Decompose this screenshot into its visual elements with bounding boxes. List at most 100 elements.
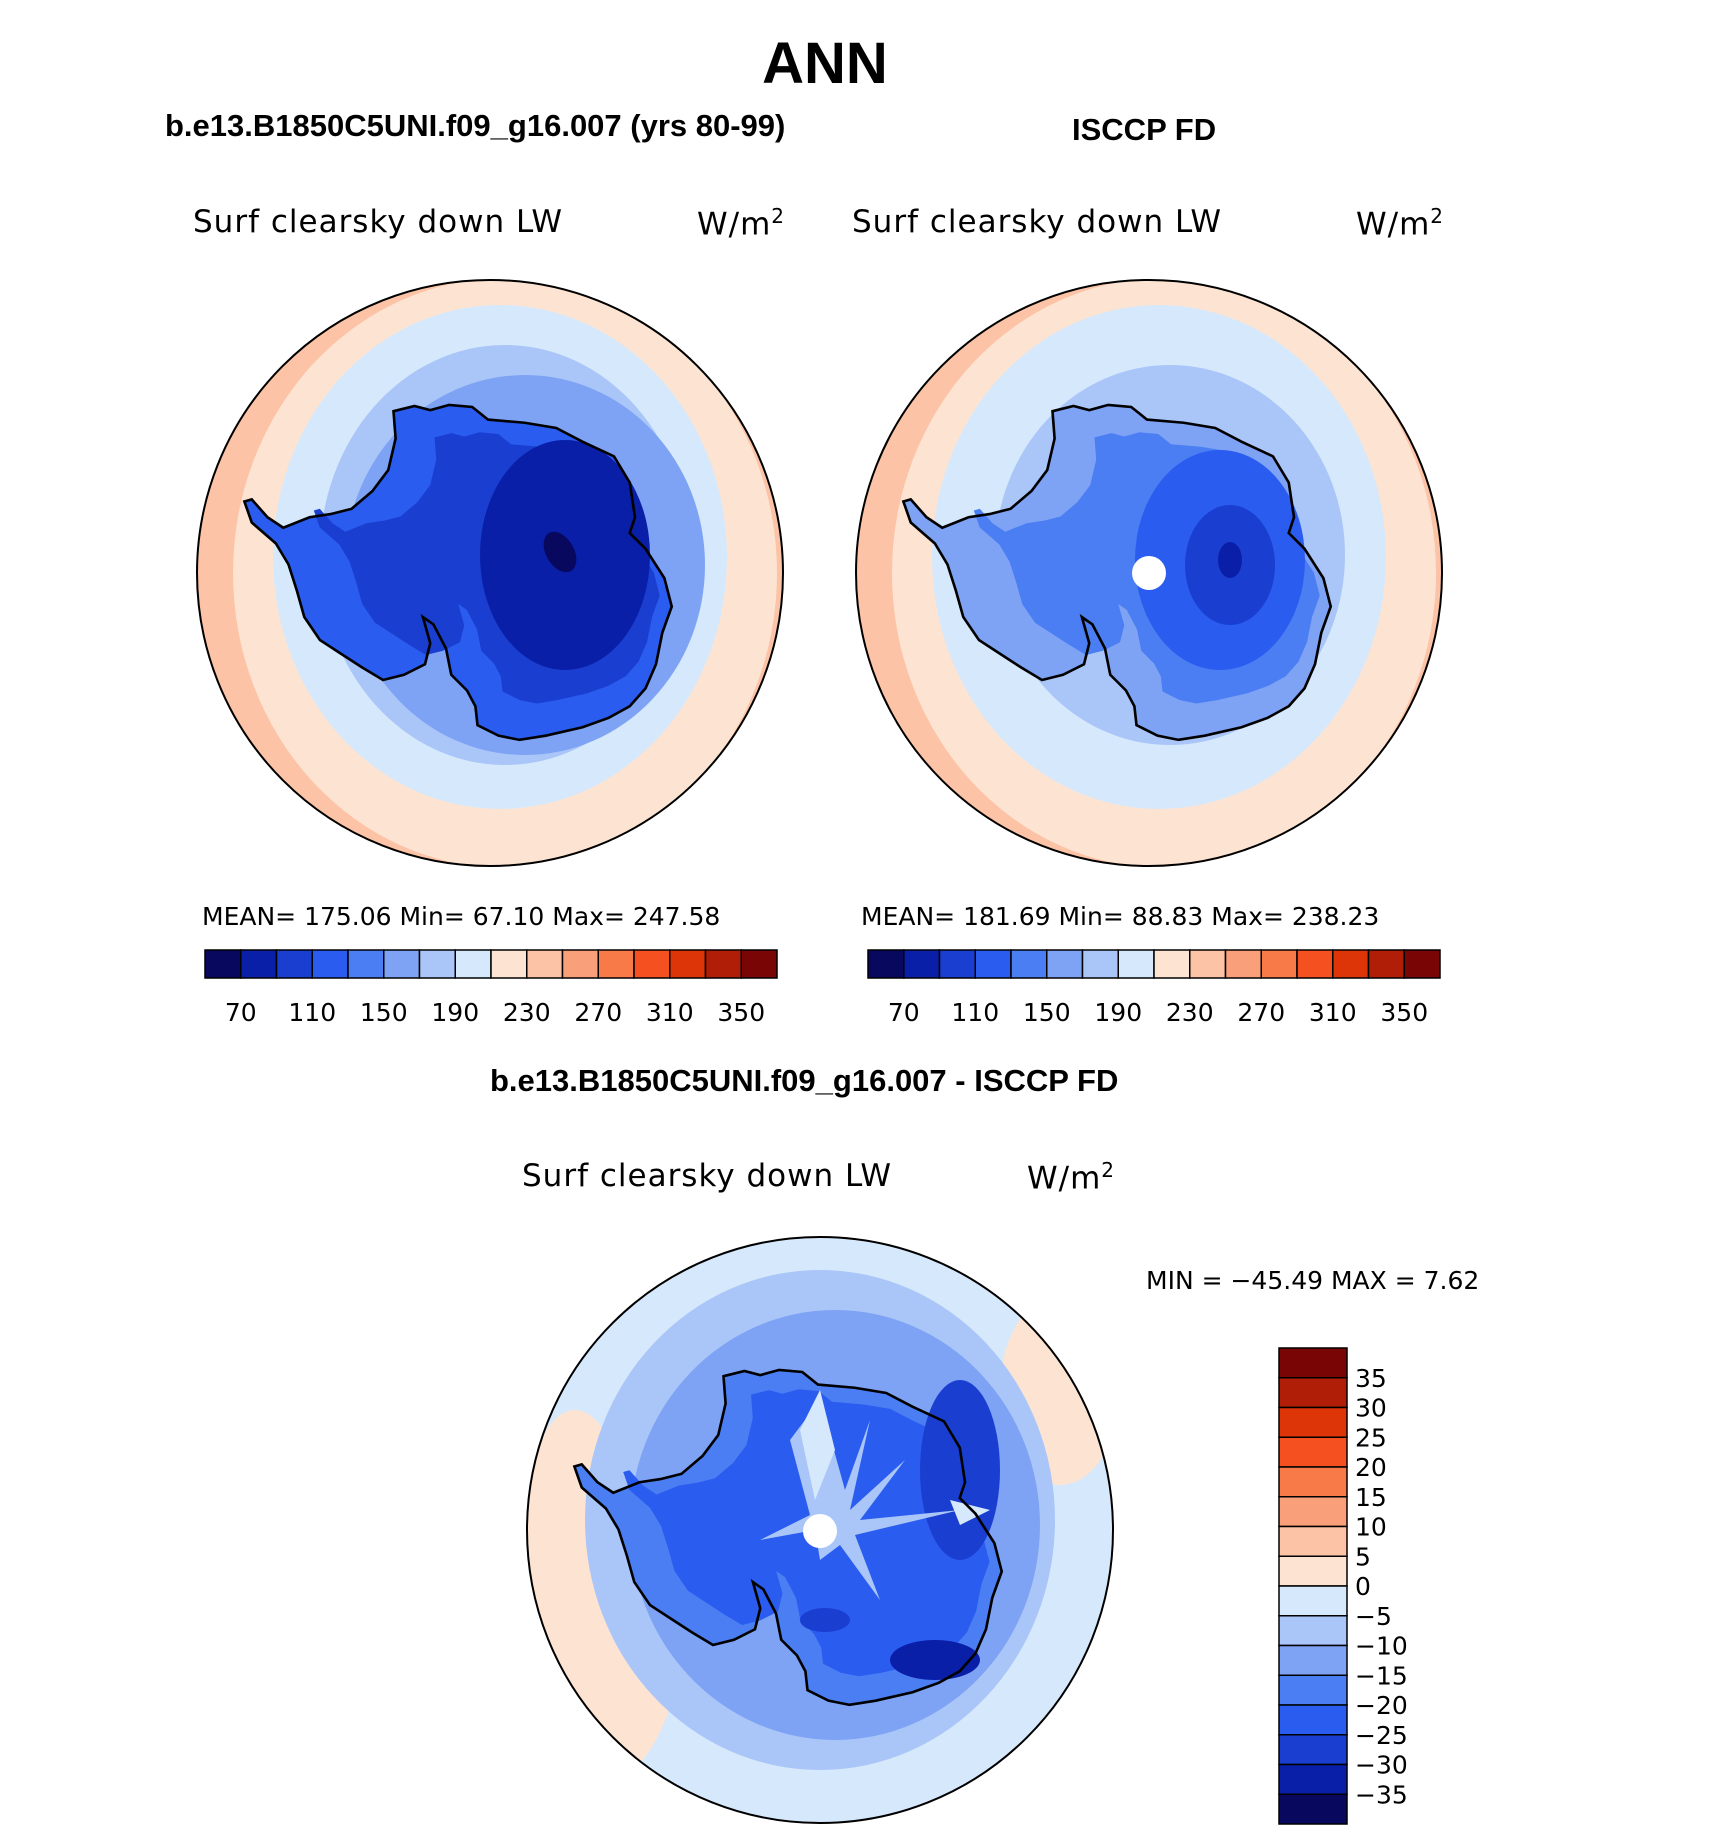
colorbar-swatch <box>347 949 385 979</box>
colorbar-tick-label: 10 <box>1355 1513 1387 1542</box>
colorbar-tick-label: 230 <box>503 998 551 1027</box>
colorbar-tick-label: 310 <box>646 998 694 1027</box>
colorbar-tick-label: 70 <box>225 998 257 1027</box>
colorbar-swatch <box>1278 1793 1348 1825</box>
colorbar-swatch <box>1278 1525 1348 1557</box>
colorbar-tick-label: 70 <box>888 998 920 1027</box>
colorbar-tick-label: 270 <box>1237 998 1285 1027</box>
colorbar-swatch <box>1332 949 1370 979</box>
colorbar-tick-label: 150 <box>360 998 408 1027</box>
colorbar-swatch <box>1081 949 1119 979</box>
colorbar-swatch <box>633 949 671 979</box>
colorbar-tick-label: 310 <box>1309 998 1357 1027</box>
colorbar-swatch <box>867 949 905 979</box>
colorbar-tick-label: −10 <box>1355 1632 1408 1661</box>
colorbar-tick-label: 150 <box>1023 998 1071 1027</box>
colorbar-swatch <box>383 949 421 979</box>
colorbar-swatch <box>1278 1377 1348 1409</box>
colorbar-tick-label: 110 <box>951 998 999 1027</box>
colorbar-tick-label: 350 <box>1380 998 1428 1027</box>
colorbar-swatch <box>1278 1555 1348 1587</box>
model-variable-label: Surf clearsky down LW <box>193 204 564 240</box>
colorbar-tick-label: 15 <box>1355 1483 1387 1512</box>
colorbar-tick-label: 25 <box>1355 1423 1387 1452</box>
colorbar-swatch <box>1010 949 1048 979</box>
colorbar-swatch <box>1278 1347 1348 1379</box>
colorbar-swatch <box>669 949 707 979</box>
colorbar-swatch <box>1224 949 1262 979</box>
diff-panel-title: b.e13.B1850C5UNI.f09_g16.007 - ISCCP FD <box>490 1063 1119 1098</box>
colorbar-swatch <box>1278 1674 1348 1706</box>
colorbar-swatch <box>903 949 941 979</box>
diff-map <box>526 1236 1114 1824</box>
colorbar-tick-label: 35 <box>1355 1364 1387 1393</box>
colorbar-tick-label: 0 <box>1355 1572 1371 1601</box>
colorbar-swatch <box>1046 949 1084 979</box>
colorbar-swatch <box>1278 1496 1348 1528</box>
colorbar-swatch <box>454 949 492 979</box>
colorbar-tick-label: −25 <box>1355 1721 1408 1750</box>
colorbar-swatch <box>561 949 599 979</box>
colorbar-swatch <box>1278 1436 1348 1468</box>
diff-variable-label: Surf clearsky down LW <box>522 1158 893 1194</box>
colorbar-tick-label: −15 <box>1355 1661 1408 1690</box>
diff-units-label: W/m2 <box>1027 1158 1116 1197</box>
colorbar-swatch <box>597 949 635 979</box>
colorbar-tick-label: 110 <box>288 998 336 1027</box>
colorbar-tick-label: 350 <box>717 998 765 1027</box>
colorbar-swatch <box>1278 1466 1348 1498</box>
colorbar-swatch <box>1278 1615 1348 1647</box>
colorbar-swatch <box>240 949 278 979</box>
obs-colorbar: 70 110 150 190 230 270 310 350 <box>867 949 1441 1027</box>
colorbar-swatch <box>1278 1585 1348 1617</box>
obs-panel-title: ISCCP FD <box>1072 112 1217 147</box>
colorbar-swatch <box>1278 1763 1348 1795</box>
obs-stats: MEAN= 181.69 Min= 88.83 Max= 238.23 <box>861 902 1380 931</box>
colorbar-swatch <box>740 949 778 979</box>
colorbar-tick-label: −5 <box>1355 1602 1392 1631</box>
missing-data-pole-marker <box>1132 556 1166 590</box>
colorbar-swatch <box>1260 949 1298 979</box>
colorbar-swatch <box>1367 949 1405 979</box>
missing-data-pole-marker <box>803 1514 837 1548</box>
model-units-label: W/m2 <box>697 204 786 243</box>
colorbar-swatch <box>1296 949 1334 979</box>
colorbar-tick-label: 230 <box>1166 998 1214 1027</box>
colorbar-tick-label: −35 <box>1355 1780 1408 1809</box>
obs-units-label: W/m2 <box>1356 204 1445 243</box>
colorbar-swatch <box>1153 949 1191 979</box>
colorbar-tick-label: 30 <box>1355 1394 1387 1423</box>
obs-variable-label: Surf clearsky down LW <box>852 204 1223 240</box>
colorbar-swatch <box>526 949 564 979</box>
model-stats: MEAN= 175.06 Min= 67.10 Max= 247.58 <box>202 902 721 931</box>
colorbar-swatch <box>204 949 242 979</box>
main-title: ANN <box>762 31 888 96</box>
colorbar-swatch <box>1278 1704 1348 1736</box>
colorbar-tick-label: 5 <box>1355 1542 1371 1571</box>
colorbar-tick-label: 190 <box>431 998 479 1027</box>
model-colorbar: 70 110 150 190 230 270 310 350 <box>204 949 778 1027</box>
colorbar-swatch <box>1278 1734 1348 1766</box>
colorbar-swatch <box>418 949 456 979</box>
colorbar-tick-label: 270 <box>574 998 622 1027</box>
colorbar-swatch <box>1189 949 1227 979</box>
colorbar-swatch <box>704 949 742 979</box>
colorbar-swatch <box>490 949 528 979</box>
colorbar-tick-label: −20 <box>1355 1691 1408 1720</box>
model-map <box>196 279 784 867</box>
colorbar-tick-label: 190 <box>1094 998 1142 1027</box>
colorbar-swatch <box>311 949 349 979</box>
colorbar-tick-label: −30 <box>1355 1751 1408 1780</box>
obs-map <box>855 279 1443 867</box>
colorbar-swatch <box>1403 949 1441 979</box>
colorbar-swatch <box>1117 949 1155 979</box>
colorbar-swatch <box>1278 1406 1348 1438</box>
diff-stats: MIN = −45.49 MAX = 7.62 <box>1146 1266 1480 1295</box>
colorbar-swatch <box>938 949 976 979</box>
model-panel-title: b.e13.B1850C5UNI.f09_g16.007 (yrs 80-99) <box>165 108 786 143</box>
colorbar-swatch <box>275 949 313 979</box>
colorbar-swatch <box>974 949 1012 979</box>
colorbar-tick-label: 20 <box>1355 1453 1387 1482</box>
